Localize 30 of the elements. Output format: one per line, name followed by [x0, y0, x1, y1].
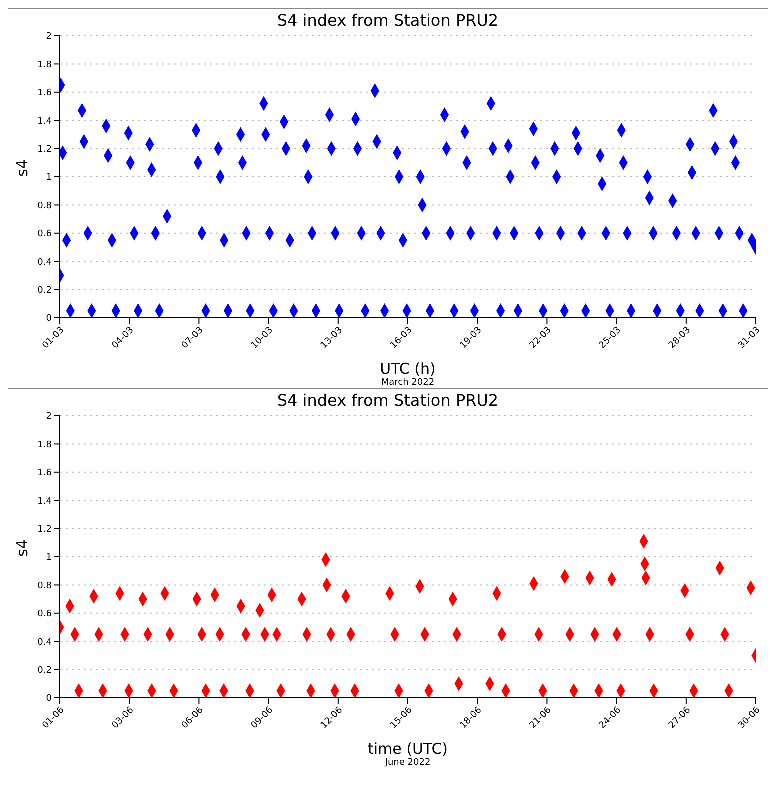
- y-tick-label: 1.6: [38, 88, 52, 99]
- y-tick-label: 1.4: [38, 116, 52, 127]
- y-tick-label: 0.2: [38, 286, 52, 296]
- y-tick-label: 2: [46, 32, 52, 42]
- y-tick-label: 0.6: [38, 610, 52, 620]
- y-tick-label: 1.2: [38, 144, 52, 155]
- x-axis-title: time (UTC): [366, 740, 450, 758]
- y-tick-label: 1: [46, 553, 52, 564]
- y-tick-label: 0.2: [38, 666, 52, 676]
- y-tick-label: 0.8: [38, 201, 52, 212]
- y-tick-label: 1.2: [38, 524, 52, 535]
- y-axis-title: s4: [13, 160, 32, 177]
- y-tick-label: 1.6: [38, 468, 52, 479]
- y-tick-label: 1.4: [38, 496, 52, 507]
- y-tick-label: 0: [46, 314, 52, 324]
- y-axis-title: s4: [13, 540, 32, 557]
- y-tick-label: 0: [46, 694, 52, 704]
- y-tick-label: 0.4: [38, 638, 52, 648]
- chart-title: S4 index from Station PRU2: [276, 11, 500, 30]
- y-tick-label: 0.6: [38, 230, 52, 240]
- y-tick-label: 0.4: [38, 258, 52, 268]
- chart-title: S4 index from Station PRU2: [276, 391, 500, 410]
- y-tick-label: 1.8: [38, 60, 52, 70]
- text: June 2022: [384, 758, 432, 768]
- x-axis-title: UTC (h): [379, 360, 437, 378]
- y-tick-label: 1.8: [38, 440, 52, 450]
- y-tick-label: 0.8: [38, 581, 52, 592]
- text: March 2022: [380, 378, 436, 388]
- y-tick-label: 1: [46, 173, 52, 184]
- y-tick-label: 2: [46, 412, 52, 422]
